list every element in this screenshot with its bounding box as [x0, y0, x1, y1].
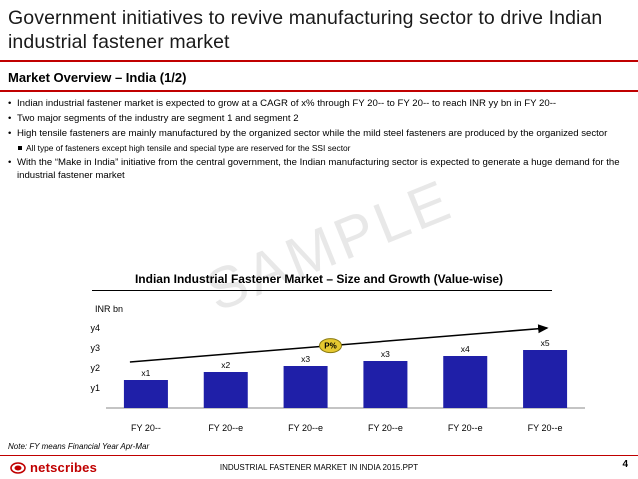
- x-tick-label: FY 20--e: [528, 423, 563, 433]
- y-tick-label: y4: [90, 323, 100, 333]
- fy-note: Note: FY means Financial Year Apr-Mar: [8, 442, 150, 451]
- bullet-segments: Two major segments of the industry are s…: [8, 112, 630, 125]
- chart-title: Indian Industrial Fastener Market – Size…: [134, 272, 504, 286]
- y-tick-label: y1: [90, 383, 100, 393]
- data-label: x1: [141, 368, 150, 378]
- y-tick-label: y2: [90, 363, 100, 373]
- data-label: x5: [541, 338, 550, 348]
- data-label: x4: [461, 344, 470, 354]
- data-label: x3: [381, 349, 390, 359]
- data-label: x2: [221, 360, 230, 370]
- title-divider: [0, 60, 638, 62]
- page-number: 4: [622, 459, 628, 470]
- document-name: INDUSTRIAL FASTENER MARKET IN INDIA 2015…: [219, 463, 419, 472]
- bar: [203, 372, 248, 408]
- x-tick-label: FY 20--e: [448, 423, 483, 433]
- chart-title-divider: [92, 290, 552, 291]
- page-title: Government initiatives to revive manufac…: [8, 7, 603, 53]
- bar: [443, 356, 488, 408]
- bar: [523, 350, 568, 408]
- bar: [283, 366, 328, 408]
- growth-label: P%: [324, 342, 336, 351]
- y-tick-label: y3: [90, 343, 100, 353]
- subtitle-divider: [0, 90, 638, 92]
- logo-text: netscribes: [30, 460, 98, 475]
- bullet-list: Indian industrial fastener market is exp…: [8, 97, 630, 184]
- x-tick-label: FY 20--e: [208, 423, 243, 433]
- y-axis-label: INR bn: [95, 304, 123, 314]
- growth-badge: P%: [319, 338, 342, 354]
- x-tick-label: FY 20--: [131, 423, 161, 433]
- logo-mark-icon: [10, 461, 26, 474]
- data-label: x3: [301, 354, 310, 364]
- subbullet-ssi: All type of fasteners except high tensil…: [8, 142, 630, 154]
- bullet-cagr: Indian industrial fastener market is exp…: [8, 97, 630, 110]
- bar: [123, 380, 168, 408]
- netscribes-logo: netscribes: [10, 460, 97, 475]
- x-tick-label: FY 20--e: [288, 423, 323, 433]
- bar-chart: INR bn y1 y2 y3 y4 x1 x2 x3 x3 x4 x5 P% FY 20-- F…: [90, 304, 585, 433]
- bullet-sectors: High tensile fasteners are mainly manufa…: [8, 127, 630, 140]
- bullet-make-in-india: With the “Make in India” initiative from…: [8, 156, 630, 182]
- x-tick-label: FY 20--e: [368, 423, 403, 433]
- footer-divider: [0, 455, 638, 456]
- bar: [363, 361, 408, 408]
- section-subtitle: Market Overview – India (1/2): [8, 70, 187, 85]
